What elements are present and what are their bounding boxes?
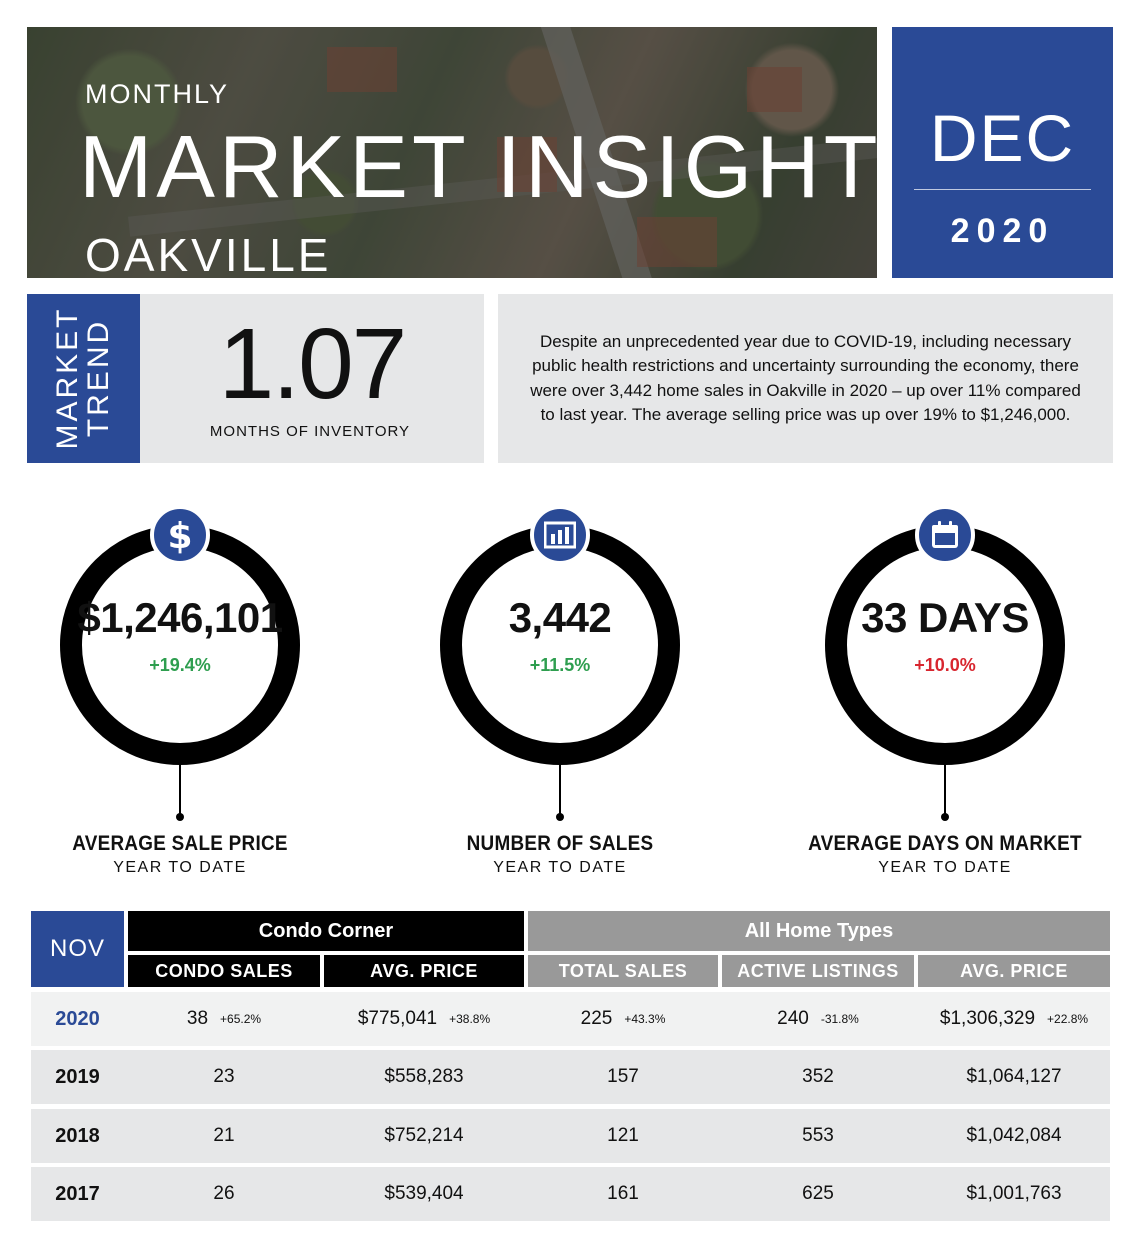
summary-text: Despite an unprecedented year due to COV…	[530, 331, 1081, 425]
table-row: 2018 21 $752,214 121 553 $1,042,084	[31, 1109, 1110, 1163]
overline-text: MONTHLY	[85, 79, 230, 109]
page-title: MARKET INSIGHT	[79, 117, 877, 216]
table-period: NOV	[31, 911, 124, 987]
hero-overlay	[27, 27, 877, 278]
stat-number-of-sales: 3,442 +11.5% NUMBER OF SALES YEAR TO DAT…	[410, 505, 710, 885]
cell-value: 38	[186, 1008, 209, 1029]
city-name: OAKVILLE	[85, 229, 332, 278]
table-cell: 38 +65.2%	[128, 992, 320, 1046]
stat-connector	[179, 763, 181, 817]
table-cell: 352	[802, 1066, 834, 1087]
table-cell: $1,042,084	[966, 1125, 1062, 1146]
stat-value: 3,442	[508, 594, 612, 641]
table-cell: 26	[213, 1183, 235, 1204]
cell-change: +65.2%	[220, 1012, 262, 1026]
aerial-roof	[497, 137, 557, 192]
column-header: AVG. PRICE	[918, 955, 1110, 987]
market-trend-text: MARKET TREND	[51, 306, 115, 450]
table-cell: $558,283	[384, 1066, 464, 1087]
stat-value: 33 DAYS	[861, 594, 1029, 641]
table-group-condo: Condo Corner	[128, 911, 524, 951]
table-cell: $775,041 +38.8%	[324, 992, 524, 1046]
table-cell: $1,306,329 +22.8%	[918, 992, 1110, 1046]
cell-change: +43.3%	[624, 1012, 666, 1026]
date-box: DEC 2020	[892, 27, 1113, 278]
stat-subtitle: YEAR TO DATE	[113, 859, 247, 876]
table-row: 2020 38 +65.2% $775,041 +38.8% 225 +43.3% 2…	[31, 992, 1110, 1046]
table-cell: $1,064,127	[966, 1066, 1062, 1087]
table-row: 2019 23 $558,283 157 352 $1,064,127	[31, 1050, 1110, 1104]
cell-change: +22.8%	[1047, 1012, 1089, 1026]
column-header: TOTAL SALES	[528, 955, 718, 987]
stat-connector-dot	[556, 813, 564, 821]
cell-value: 225	[580, 1008, 613, 1029]
aerial-roof	[327, 47, 397, 92]
stat-change: +11.5%	[529, 655, 591, 675]
row-year: 2018	[55, 1124, 100, 1147]
cell-value: $1,306,329	[939, 1008, 1036, 1029]
stat-days-on-market: 33 DAYS +10.0% AVERAGE DAYS ON MARKET YE…	[795, 505, 1095, 885]
row-year: 2019	[55, 1065, 100, 1088]
stat-change: +19.4%	[149, 655, 211, 675]
inventory-value: 1.07	[218, 308, 408, 420]
stat-subtitle: YEAR TO DATE	[493, 859, 627, 876]
stat-title: AVERAGE SALE PRICE	[72, 832, 288, 855]
summary-panel: Despite an unprecedented year due to COV…	[498, 294, 1113, 463]
table-cell: 157	[607, 1066, 639, 1087]
table-cell: 121	[607, 1125, 639, 1146]
row-year: 2017	[55, 1182, 100, 1205]
svg-text:$: $	[167, 516, 192, 555]
column-header: AVG. PRICE	[324, 955, 524, 987]
cell-value: 240	[777, 1008, 809, 1029]
stat-title: AVERAGE DAYS ON MARKET	[808, 832, 1082, 855]
dollar-icon: $	[150, 505, 210, 565]
stat-value: $1,246,101	[77, 594, 283, 641]
table-cell: $752,214	[384, 1125, 464, 1146]
column-header: CONDO SALES	[128, 955, 320, 987]
table-cell: 225 +43.3%	[528, 992, 718, 1046]
inventory-label: MONTHS OF INVENTORY	[209, 423, 411, 440]
table-cell: 23	[213, 1066, 235, 1087]
column-header: ACTIVE LISTINGS	[722, 955, 914, 987]
table-cell: 21	[213, 1125, 235, 1146]
table-cell: 161	[607, 1183, 639, 1204]
table-cell: $539,404	[384, 1183, 464, 1204]
calendar-icon	[915, 505, 975, 565]
table-cell: 240 -31.8%	[722, 992, 914, 1046]
table-cell: 553	[802, 1125, 834, 1146]
aerial-roof	[747, 67, 802, 112]
stat-connector-dot	[941, 813, 949, 821]
bar-chart-icon	[530, 505, 590, 565]
stat-average-sale-price: $ $1,246,101 +19.4% AVERAGE SALE PRICE Y…	[30, 505, 330, 885]
market-trend-label: MARKET TREND	[27, 294, 140, 463]
stat-change: +10.0%	[914, 655, 976, 675]
market-trend-line1: MARKET	[51, 306, 84, 450]
stat-ring	[440, 525, 680, 765]
table-cell: 625	[802, 1183, 834, 1204]
hero-banner: MONTHLY MARKET INSIGHT OAKVILLE	[27, 27, 877, 278]
table-cell: $1,001,763	[966, 1183, 1062, 1204]
row-year: 2020	[55, 1007, 100, 1030]
table-group-all: All Home Types	[528, 911, 1110, 951]
stat-connector-dot	[176, 813, 184, 821]
aerial-roof	[637, 217, 717, 267]
table-row: 2017 26 $539,404 161 625 $1,001,763	[31, 1167, 1110, 1221]
cell-change: +38.8%	[449, 1012, 491, 1026]
cell-change: -31.8%	[820, 1012, 859, 1026]
inventory-panel: 1.07	[140, 294, 484, 463]
stat-title: NUMBER OF SALES	[466, 832, 654, 855]
date-year: 2020	[950, 212, 1055, 250]
cell-value: $775,041	[357, 1008, 438, 1029]
date-month: DEC	[929, 101, 1076, 175]
date-divider	[914, 189, 1091, 190]
stat-connector	[944, 763, 946, 817]
stat-subtitle: YEAR TO DATE	[878, 859, 1012, 876]
market-trend-line2: TREND	[82, 318, 115, 438]
stat-connector	[559, 763, 561, 817]
